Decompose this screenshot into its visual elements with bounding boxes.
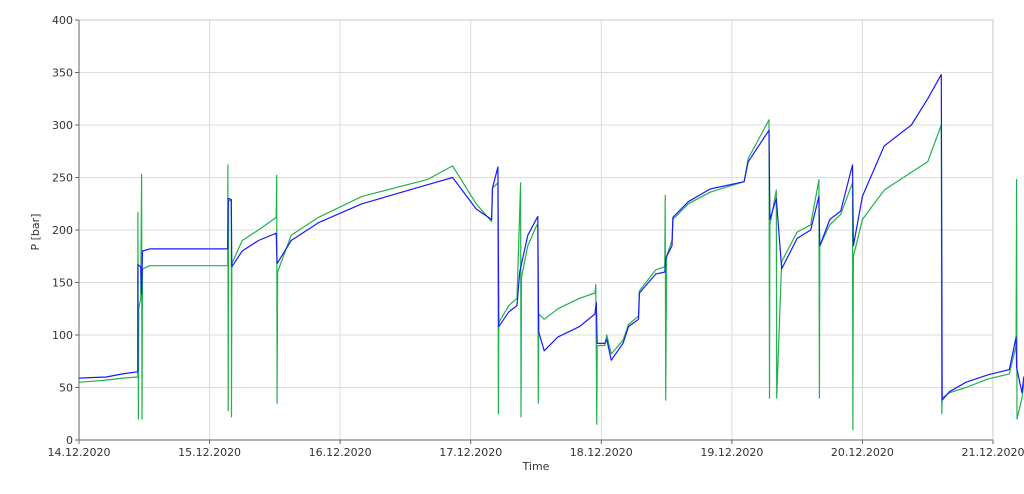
y-tick-label: 350 [52,67,73,80]
x-tick-label: 18.12.2020 [570,446,633,459]
x-axis-title: Time [522,460,550,473]
x-tick-label: 17.12.2020 [439,446,502,459]
y-axis-title: P [bar] [29,214,42,251]
x-tick-label: 19.12.2020 [700,446,763,459]
series-layer [78,74,1024,431]
series-line-2 [78,119,1024,431]
x-tick-label: 20.12.2020 [831,446,894,459]
y-tick-label: 50 [59,382,73,395]
x-tick-label: 14.12.2020 [48,446,111,459]
x-tick-label: 21.12.2020 [962,446,1024,459]
axes [78,19,994,441]
y-tick-label: 0 [66,434,73,447]
y-tick-labels: 0 50 100 150 200 250 300 350 400 [52,14,73,447]
x-tick-label: 16.12.2020 [309,446,372,459]
y-tick-label: 100 [52,329,73,342]
y-tick-label: 400 [52,14,73,27]
y-tick-label: 300 [52,119,73,132]
x-tick-labels: 14.12.2020 15.12.2020 16.12.2020 17.12.2020… [48,446,1024,459]
series-line-1 [78,74,1024,401]
x-tick-label: 15.12.2020 [178,446,241,459]
y-tick-label: 200 [52,224,73,237]
y-tick-label: 150 [52,277,73,290]
y-tick-label: 250 [52,172,73,185]
